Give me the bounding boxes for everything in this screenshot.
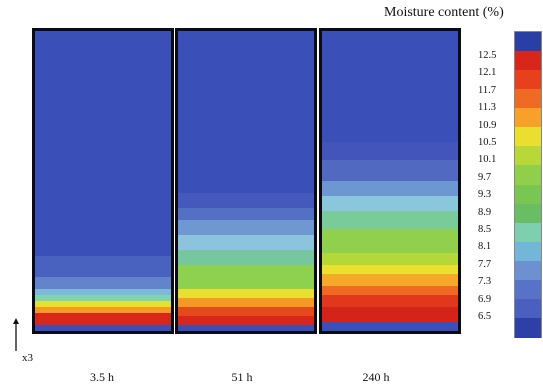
moisture-band <box>178 325 314 331</box>
time-label-51h: 51 h <box>231 370 253 384</box>
moisture-panel <box>32 28 174 334</box>
moisture-band <box>322 307 458 323</box>
chart-title: Moisture content (%) <box>384 5 504 20</box>
colorbar-cell <box>515 222 541 243</box>
scale-tick-label: 9.3 <box>478 189 492 201</box>
colorbar-cell <box>515 165 541 185</box>
moisture-panel <box>175 28 317 334</box>
scale-tick-label: 11.3 <box>478 102 496 114</box>
scale-tick-label: 8.5 <box>478 224 492 235</box>
moisture-band <box>322 160 458 182</box>
colorbar-cell <box>515 317 541 338</box>
moisture-band <box>178 193 314 209</box>
colorbar-cell <box>515 70 541 90</box>
scale-tick-label: 9.7 <box>478 171 492 183</box>
scale-tick-label: 10.1 <box>478 154 497 166</box>
moisture-band <box>322 286 458 296</box>
moisture-band <box>178 265 314 290</box>
scale-tick-label: 10.9 <box>478 119 497 131</box>
colorbar <box>514 31 542 338</box>
colorbar-cell <box>515 203 541 224</box>
up-arrow-icon <box>13 318 19 351</box>
moisture-band <box>178 316 314 326</box>
moisture-band <box>178 208 314 221</box>
moisture-band <box>178 220 314 236</box>
moisture-band <box>178 235 314 251</box>
colorbar-cell <box>515 51 541 71</box>
moisture-band <box>322 211 458 230</box>
colorbar-cell <box>515 146 541 166</box>
moisture-band <box>322 142 458 161</box>
scale-tick-label: 12.1 <box>478 67 497 79</box>
colorbar-cell <box>515 32 541 52</box>
moisture-band <box>322 229 458 254</box>
moisture-band <box>178 298 314 308</box>
moisture-band <box>322 295 458 308</box>
moisture-band <box>35 31 171 257</box>
scale-tick-label: 7.7 <box>478 258 492 270</box>
scale-tick-label: 12.5 <box>478 50 497 61</box>
moisture-band <box>322 196 458 212</box>
moisture-band <box>35 313 171 326</box>
moisture-band <box>322 31 458 143</box>
moisture-band <box>35 307 171 314</box>
moisture-band <box>322 181 458 197</box>
colorbar-cell <box>515 127 541 147</box>
colorbar-cell <box>515 279 541 300</box>
moisture-band <box>35 295 171 302</box>
colorbar-cell <box>515 89 541 109</box>
colorbar-cell <box>515 260 541 281</box>
moisture-band <box>322 265 458 275</box>
scale-tick-label: 8.1 <box>478 241 492 253</box>
scale-tick-label: 11.7 <box>478 84 496 96</box>
colorbar-cell <box>515 241 541 262</box>
time-label-3.5h: 3.5 h <box>90 370 114 384</box>
scale-tick-label: 10.5 <box>478 137 497 148</box>
moisture-band <box>35 325 171 331</box>
moisture-band <box>178 307 314 317</box>
colorbar-cell <box>515 298 541 319</box>
moisture-band <box>322 274 458 287</box>
moisture-band <box>322 253 458 266</box>
moisture-band <box>35 301 171 308</box>
moisture-band <box>178 289 314 299</box>
colorbar-cell <box>515 184 541 205</box>
moisture-band <box>322 322 458 331</box>
colorbar-cell <box>515 108 541 128</box>
moisture-panel <box>319 28 461 334</box>
scale-tick-label: 8.9 <box>478 206 492 218</box>
scale-tick-label: 7.3 <box>478 276 492 288</box>
moisture-band <box>178 250 314 266</box>
scale-tick-label: 6.9 <box>478 293 492 305</box>
moisture-band <box>35 277 171 290</box>
axis-label: x3 <box>22 352 33 364</box>
scale-tick-label: 6.5 <box>478 311 492 322</box>
time-label-240h: 240 h <box>362 370 390 384</box>
moisture-band <box>178 31 314 194</box>
moisture-band <box>35 289 171 296</box>
moisture-band <box>35 256 171 278</box>
